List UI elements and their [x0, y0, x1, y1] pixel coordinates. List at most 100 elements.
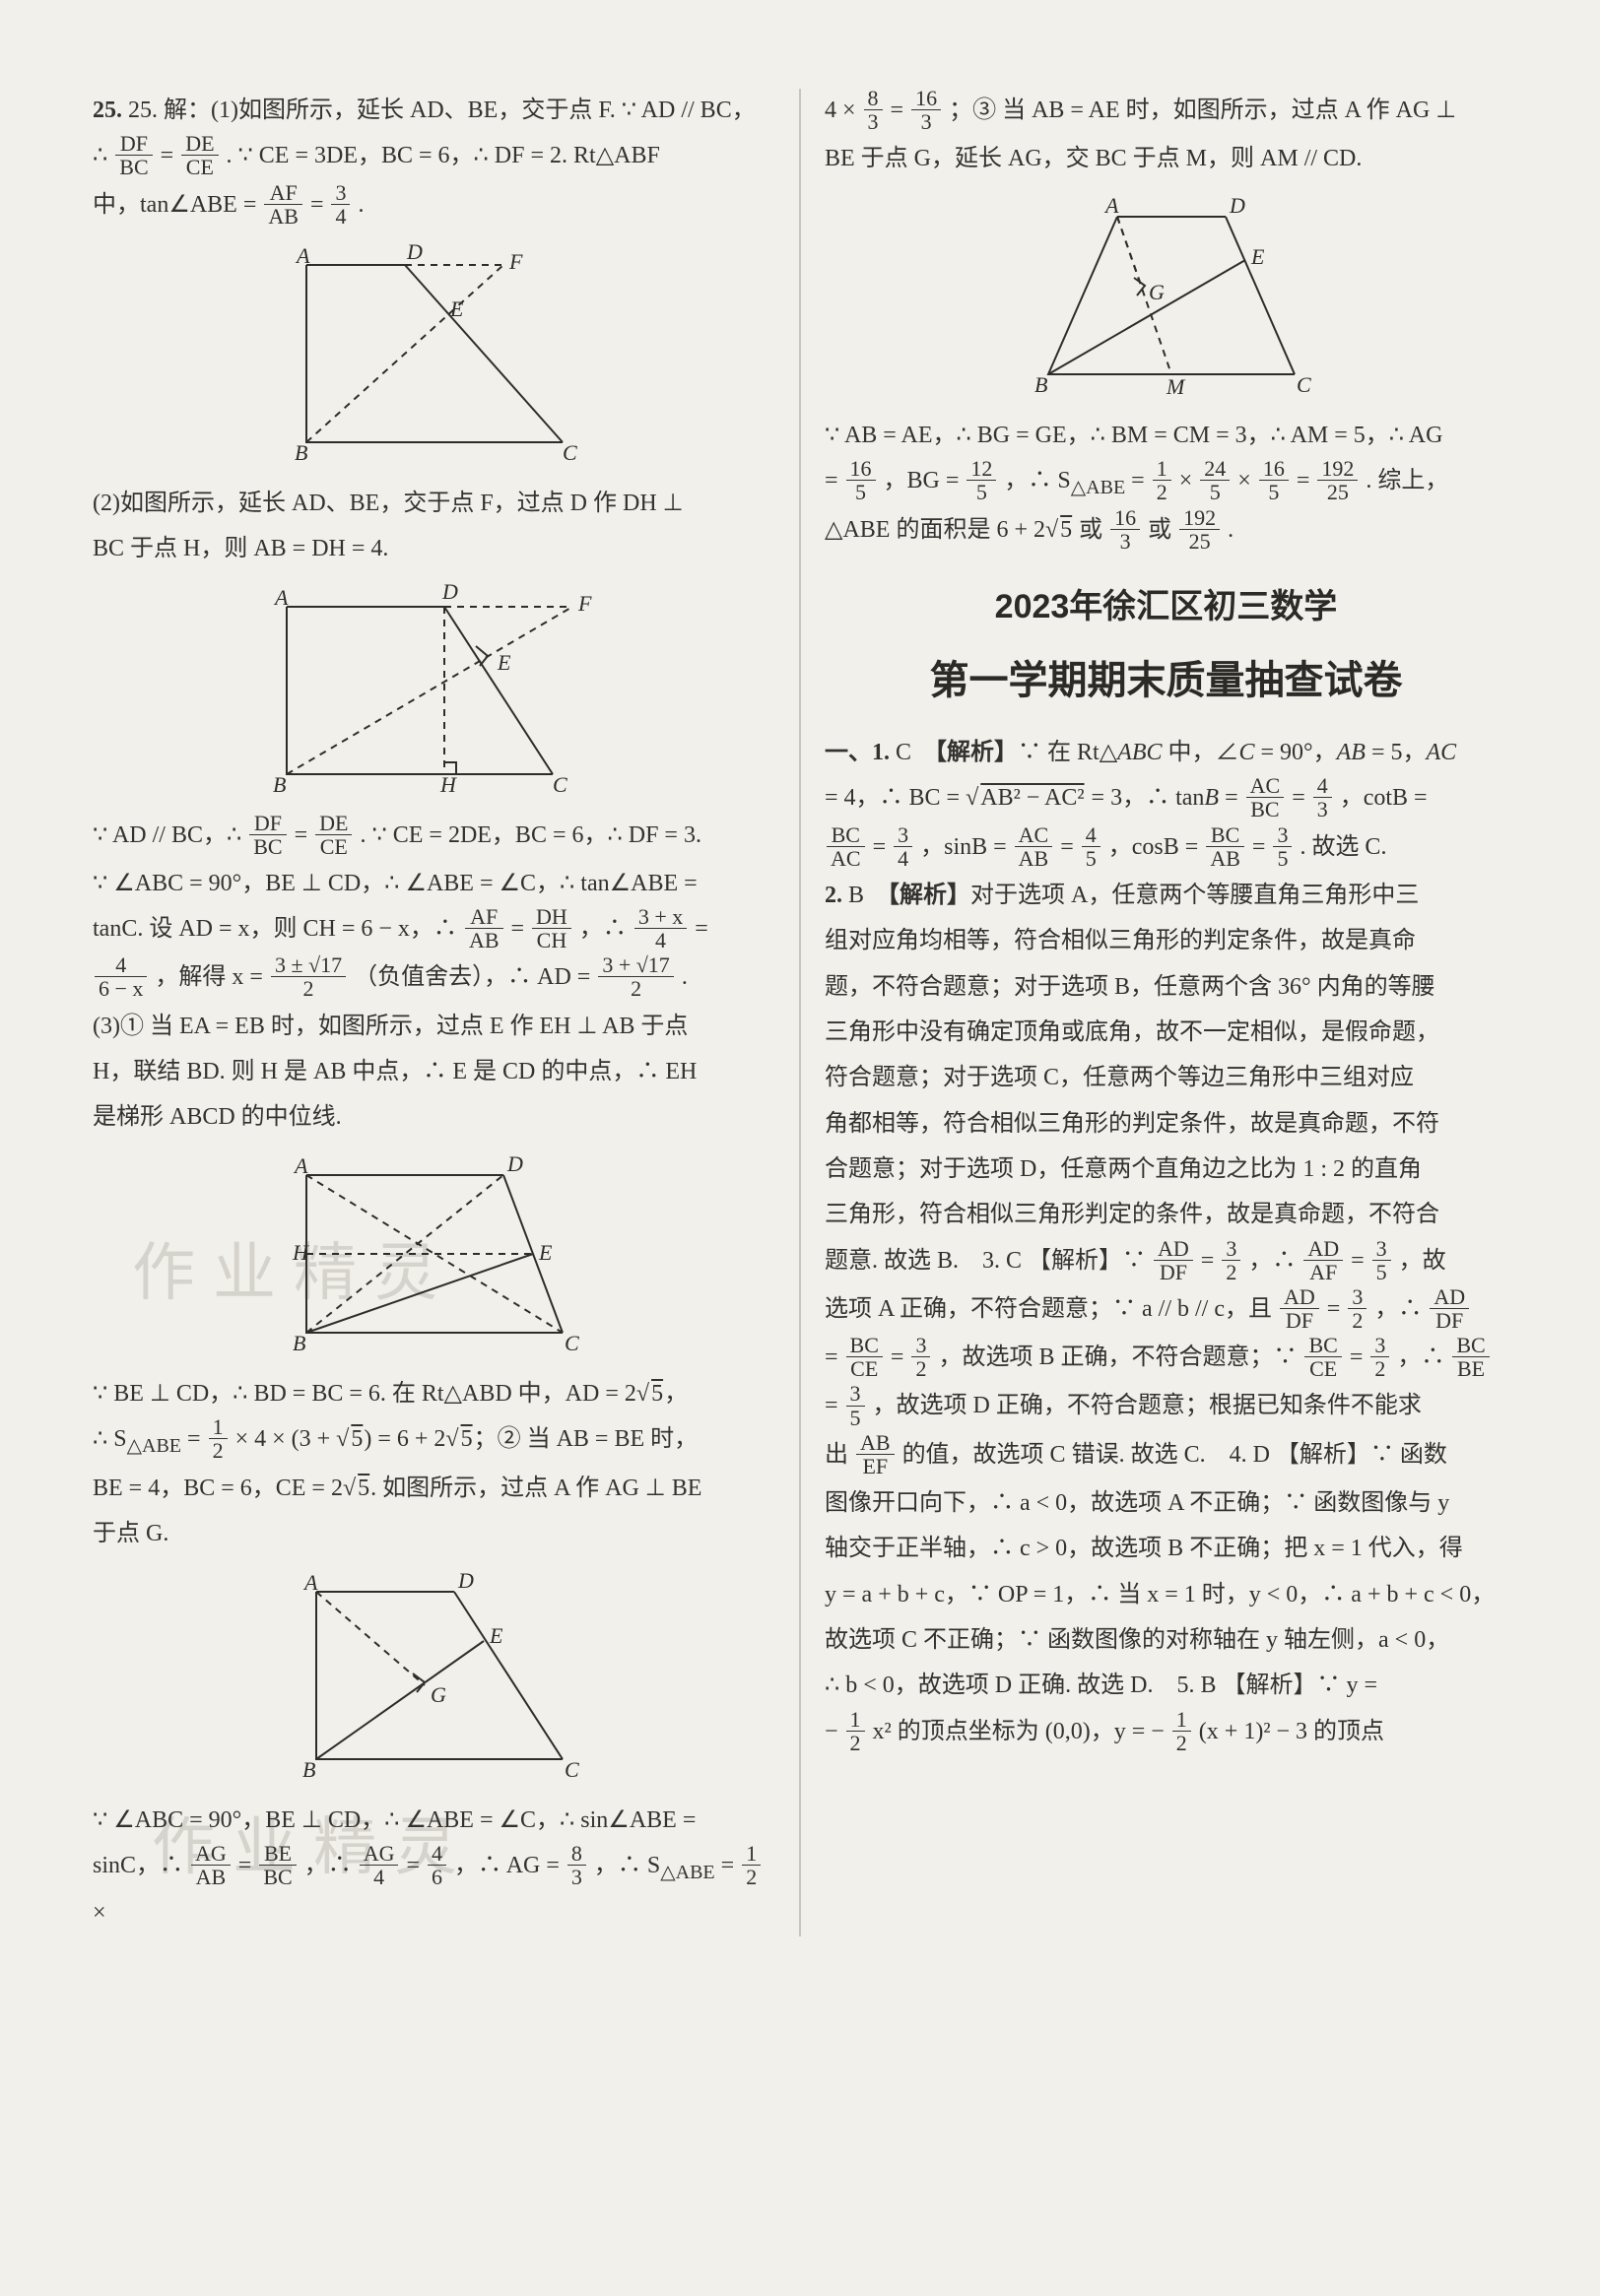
s1-l3: BCAC = 34 ，sinB = ACAB = 45 ，cosB = BCAB… [825, 825, 1507, 872]
svg-text:M: M [1166, 374, 1186, 399]
s2-l5: 符合题意；对于选项 C，任意两个等边三角形中三组对应 [825, 1056, 1507, 1099]
r1: 4 × 83 = 163 ；③ 当 AB = AE 时，如图所示，过点 A 作 … [825, 89, 1507, 135]
svg-text:C: C [553, 772, 567, 797]
figure-4: AD EG BC [267, 1572, 602, 1779]
frac-AF-AB: AFAB [264, 181, 302, 228]
exam-title-sub: 第一学期期末质量抽查试卷 [825, 644, 1507, 717]
r4: = 165 ，BG = 125 ，∴ S△ABE = 12 × 245 × 16… [825, 459, 1507, 506]
s1-l2: = 4，∴ BC = √AB² − AC² = 3，∴ tanB = = 3，∴… [825, 776, 1507, 822]
svg-text:D: D [406, 239, 423, 264]
s2-l12: = 35 ，故选项 D 正确，不符合题意；根据已知条件不能求 [825, 1384, 1507, 1430]
r5: △ABE 的面积是 6 + 2√5 或 163 或 19225 . [825, 508, 1507, 555]
svg-text:E: E [538, 1240, 553, 1265]
svg-text:B: B [273, 772, 286, 797]
svg-text:B: B [302, 1757, 315, 1782]
svg-text:E: E [497, 650, 511, 675]
s2-l17: 故选项 C 不正确；∵ 函数图像的对称轴在 y 轴左侧，a < 0， [825, 1618, 1507, 1662]
s2-l11: = BCCE = 32 ，故选项 B 正确，不符合题意；∵ BCCE = 32 … [825, 1336, 1507, 1382]
svg-text:B: B [1034, 372, 1047, 397]
svg-text:A: A [293, 1153, 308, 1178]
svg-text:H: H [292, 1240, 309, 1265]
svg-text:C: C [565, 1757, 579, 1782]
svg-text:D: D [1229, 193, 1245, 218]
p2-l2: BC 于点 H，则 AB = DH = 4. [93, 527, 775, 570]
s2-l14: 图像开口向下，∴ a < 0，故选项 A 不正确；∵ 函数图像与 y [825, 1481, 1507, 1525]
s2-l18: ∴ b < 0，故选项 D 正确. 故选 D. 5. B 【解析】∵ y = [825, 1664, 1507, 1707]
bottom-wm-wrap: 作业精灵 ∵ ∠ABC = 90°，BE ⊥ CD，∴ ∠ABE = ∠C，∴ … [93, 1799, 775, 1935]
s2-l2: 组对应角均相等，符合相似三角形的判定条件，故是真命 [825, 919, 1507, 962]
p3-l5: ∴ S△ABE = 12 × 4 × (3 + √5) = 6 + 2√5；② … [93, 1417, 775, 1465]
svg-text:A: A [1103, 193, 1119, 218]
p2-l5: tanC. 设 AD = x，则 CH = 6 − x，∴ AFAB = DHC… [93, 907, 775, 953]
frac-DF-BC: DFBC [115, 132, 152, 178]
text: ∵ AD // BC，∴ [93, 822, 247, 848]
svg-text:C: C [565, 1331, 579, 1355]
figure-3-wrap: 作业精灵 AD HE BC [93, 1155, 775, 1352]
r2: BE 于点 G，延长 AG，交 BC 于点 M，则 AM // CD. [825, 137, 1507, 180]
s2-l13: 出 ABEF 的值，故选项 C 错误. 故选 C. 4. D 【解析】∵ 函数 [825, 1433, 1507, 1479]
svg-text:F: F [577, 591, 592, 616]
figure-right: AD EG BMC [999, 197, 1334, 394]
s2-l16: y = a + b + c，∵ OP = 1，∴ 当 x = 1 时，y < 0… [825, 1573, 1507, 1616]
s2-l6: 角都相等，符合相似三角形的判定条件，故是真命题，不符 [825, 1102, 1507, 1146]
text: 中，tan∠ABE = [93, 192, 262, 218]
svg-text:A: A [273, 585, 289, 610]
svg-text:H: H [439, 772, 457, 797]
page-columns: 25. 25. 解：(1)如图所示，延长 AD、BE，交于点 F. ∵ AD /… [69, 89, 1531, 1936]
s2-l8: 三角形，符合相似三角形判定的条件，故是真命题，不符合 [825, 1193, 1507, 1236]
s2-l10: 选项 A 正确，不符合题意；∵ a // b // c，且 ADDF = 32 … [825, 1287, 1507, 1334]
s2-l19: − 12 x² 的顶点坐标为 (0,0)，y = − 12 (x + 1)² −… [825, 1710, 1507, 1756]
svg-text:G: G [1149, 280, 1165, 304]
r3: ∵ AB = AE，∴ BG = GE，∴ BM = CM = 3，∴ AM =… [825, 414, 1507, 457]
text: 25. 解：(1)如图所示，延长 AD、BE，交于点 F. ∵ AD // BC… [128, 98, 756, 123]
text: . [358, 192, 364, 218]
svg-text:D: D [441, 579, 458, 604]
p3-l9: sinC，∴ AGAB = BEBC ，∴ AG4 = 46 ，∴ AG = 8… [93, 1844, 775, 1935]
s2-l4: 三角形中没有确定顶角或底角，故不一定相似，是假命题， [825, 1011, 1507, 1054]
p2-l3: ∵ AD // BC，∴ DFBC = DECE . ∵ CE = 2DE，BC… [93, 814, 775, 860]
svg-text:C: C [563, 440, 577, 465]
p3-l2: H，联结 BD. 则 H 是 AB 中点，∴ E 是 CD 的中点，∴ EH [93, 1050, 775, 1093]
svg-text:B: B [293, 1331, 305, 1355]
s2-l15: 轴交于正半轴，∴ c > 0，故选项 B 不正确；把 x = 1 代入，得 [825, 1527, 1507, 1570]
left-column: 25. 25. 解：(1)如图所示，延长 AD、BE，交于点 F. ∵ AD /… [69, 89, 801, 1936]
svg-text:G: G [431, 1682, 446, 1707]
svg-text:B: B [295, 440, 307, 465]
p3-l4: ∵ BE ⊥ CD，∴ BD = BC = 6. 在 Rt△ABD 中，AD =… [93, 1372, 775, 1415]
frac-3-4: 34 [331, 181, 350, 228]
svg-text:F: F [508, 249, 523, 274]
text: ∴ [93, 144, 113, 169]
q25-line1: 25. 25. 解：(1)如图所示，延长 AD、BE，交于点 F. ∵ AD /… [93, 89, 775, 132]
p3-l1: (3)① 当 EA = EB 时，如图所示，过点 E 作 EH ⊥ AB 于点 [93, 1005, 775, 1048]
svg-text:D: D [506, 1151, 523, 1176]
p2-l6: 46 − x ，解得 x = 3 ± √172 （负值舍去），∴ AD = 3 … [93, 955, 775, 1002]
svg-text:E: E [449, 296, 464, 321]
p2-l4: ∵ ∠ABC = 90°，BE ⊥ CD，∴ ∠ABE = ∠C，∴ tan∠A… [93, 862, 775, 905]
q25-line2: ∴ DFBC = DECE . ∵ CE = 3DE，BC = 6，∴ DF =… [93, 134, 775, 180]
text: = [310, 192, 330, 218]
p3-l3: 是梯形 ABCD 的中位线. [93, 1095, 775, 1139]
s2-l7: 合题意；对于选项 D，任意两个直角边之比为 1 : 2 的直角 [825, 1148, 1507, 1191]
s1-l1: 一、1. C 【解析】一、1. C 【解析】∵ 在 Rt△ABC 中，∠C = … [825, 731, 1507, 774]
frac-DE-CE: DECE [181, 132, 218, 178]
p3-l8: ∵ ∠ABC = 90°，BE ⊥ CD，∴ ∠ABE = ∠C，∴ sin∠A… [93, 1799, 775, 1842]
svg-text:A: A [295, 243, 310, 268]
s2-l9: 题意. 故选 B. 3. C 【解析】∵ ADDF = 32 ，∴ ADAF =… [825, 1239, 1507, 1285]
svg-text:D: D [457, 1568, 474, 1593]
figure-2: ADF E BHC [247, 587, 622, 794]
text: . ∵ CE = 3DE，BC = 6，∴ DF = 2. Rt△ABF [227, 144, 660, 169]
s2-l1: 2. B 【解析】2. B 【解析】对于选项 A，任意两个等腰直角三角形中三对于… [825, 874, 1507, 917]
svg-text:C: C [1297, 372, 1311, 397]
p3-l7: 于点 G. [93, 1512, 775, 1555]
exam-title-year: 2023年徐汇区初三数学 [825, 576, 1507, 638]
p3-l6: BE = 4，BC = 6，CE = 2√5. 如图所示，过点 A 作 AG ⊥… [93, 1467, 775, 1510]
right-column: 4 × 83 = 163 ；③ 当 AB = AE 时，如图所示，过点 A 作 … [801, 89, 1531, 1936]
svg-text:E: E [1250, 244, 1265, 269]
svg-text:E: E [489, 1623, 503, 1648]
figure-3: AD HE BC [257, 1155, 612, 1352]
figure-1: AD FE BC [267, 245, 602, 462]
text: . ∵ CE = 2DE，BC = 6，∴ DF = 3. [360, 822, 701, 848]
p2-l1: (2)如图所示，延长 AD、BE，交于点 F，过点 D 作 DH ⊥ [93, 482, 775, 525]
q25-line3: 中，tan∠ABE = AFAB = 34 . [93, 183, 775, 230]
s2-l3: 题，不符合题意；对于选项 B，任意两个含 36° 内角的等腰 [825, 965, 1507, 1009]
